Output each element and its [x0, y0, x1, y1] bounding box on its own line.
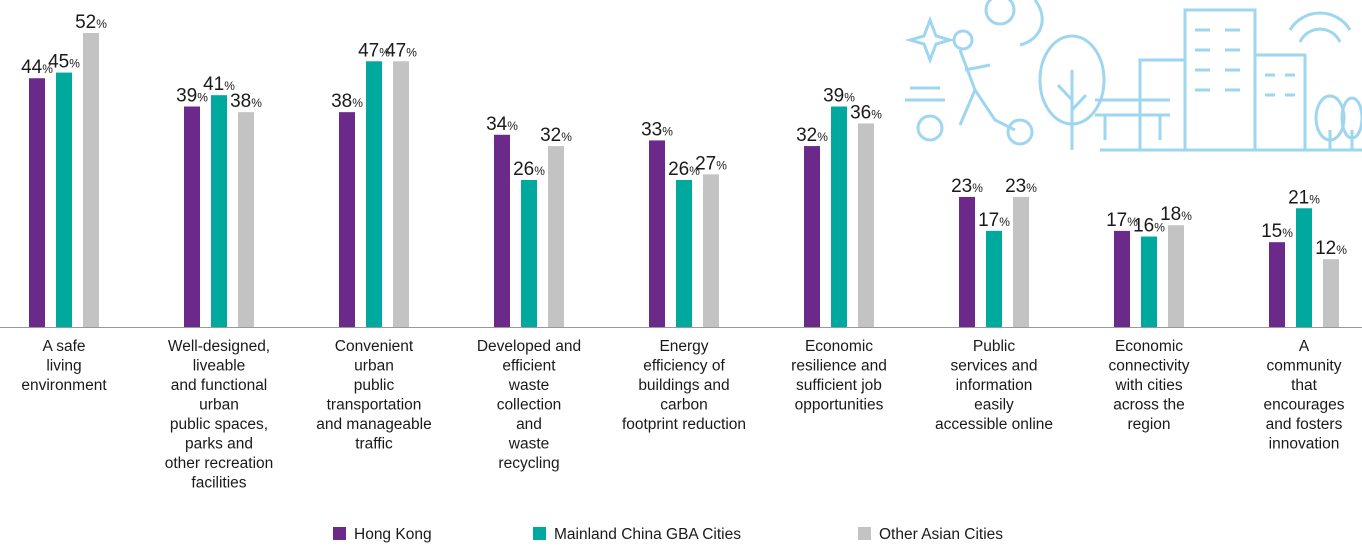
bar — [703, 174, 719, 327]
legend-label: Mainland China GBA Cities — [554, 526, 741, 543]
value-label: 26% — [668, 159, 700, 180]
category-label: A safe living environment — [21, 338, 107, 394]
bar — [959, 196, 975, 327]
value-label: 44% — [21, 57, 53, 78]
value-label: 45% — [48, 52, 80, 73]
bar — [649, 140, 665, 327]
value-label: 26% — [513, 159, 545, 180]
bar — [1168, 225, 1184, 327]
bar — [1323, 259, 1339, 327]
bar — [339, 112, 355, 328]
bar — [56, 72, 72, 327]
bar — [238, 112, 254, 328]
value-label: 32% — [796, 125, 828, 146]
legend-swatch — [533, 527, 546, 540]
legend-label: Hong Kong — [354, 526, 432, 543]
bar — [1269, 242, 1285, 327]
value-label: 17% — [1106, 210, 1138, 231]
bar — [211, 95, 227, 327]
value-label: 38% — [331, 91, 363, 112]
bar — [676, 180, 692, 327]
category-label: Developed and efficient waste collection and… — [477, 338, 581, 472]
bar — [83, 33, 99, 327]
category-label: Convenient urban public transportation and m… — [316, 338, 432, 453]
value-label: 39% — [823, 86, 855, 107]
bar — [986, 230, 1002, 327]
value-label: 27% — [695, 153, 727, 174]
value-label: 38% — [230, 91, 262, 112]
bar — [1013, 196, 1029, 327]
value-label: 34% — [486, 114, 518, 135]
category-label: Economic resilience and sufficient job oppo… — [791, 338, 887, 414]
bar — [393, 61, 409, 328]
bar — [494, 134, 510, 327]
bar — [858, 123, 874, 327]
bar — [366, 61, 382, 328]
bar — [184, 106, 200, 327]
category-label: Well-designed, liveable and functional urba… — [165, 338, 274, 492]
value-label: 32% — [540, 125, 572, 146]
legend-label: Other Asian Cities — [879, 526, 1003, 543]
bar — [29, 78, 45, 327]
bar — [831, 106, 847, 327]
category-label: Energy efficiency of buildings and carbon fo… — [622, 338, 746, 433]
value-label: 47% — [358, 40, 390, 61]
value-label: 21% — [1288, 187, 1320, 208]
value-label: 16% — [1133, 216, 1165, 237]
value-label: 23% — [951, 176, 983, 197]
category-label: Economic connectivity with cities across th… — [1109, 338, 1190, 433]
value-label: 15% — [1261, 221, 1293, 242]
bar — [1114, 230, 1130, 327]
value-label: 47% — [385, 40, 417, 61]
bar — [1296, 208, 1312, 327]
legend-swatch — [858, 527, 871, 540]
value-label: 41% — [203, 74, 235, 95]
bar — [521, 180, 537, 327]
legend-swatch — [333, 527, 346, 540]
value-label: 36% — [850, 102, 882, 123]
value-label: 52% — [75, 12, 107, 33]
value-label: 23% — [1005, 176, 1037, 197]
bar — [1141, 236, 1157, 327]
value-label: 39% — [176, 86, 208, 107]
value-label: 17% — [978, 210, 1010, 231]
bar — [804, 146, 820, 327]
category-label: Public services and information easily acces… — [935, 338, 1053, 433]
bar — [548, 146, 564, 327]
value-label: 18% — [1160, 204, 1192, 225]
value-label: 33% — [641, 119, 673, 140]
value-label: 12% — [1315, 238, 1347, 259]
decoration — [904, 0, 1362, 152]
